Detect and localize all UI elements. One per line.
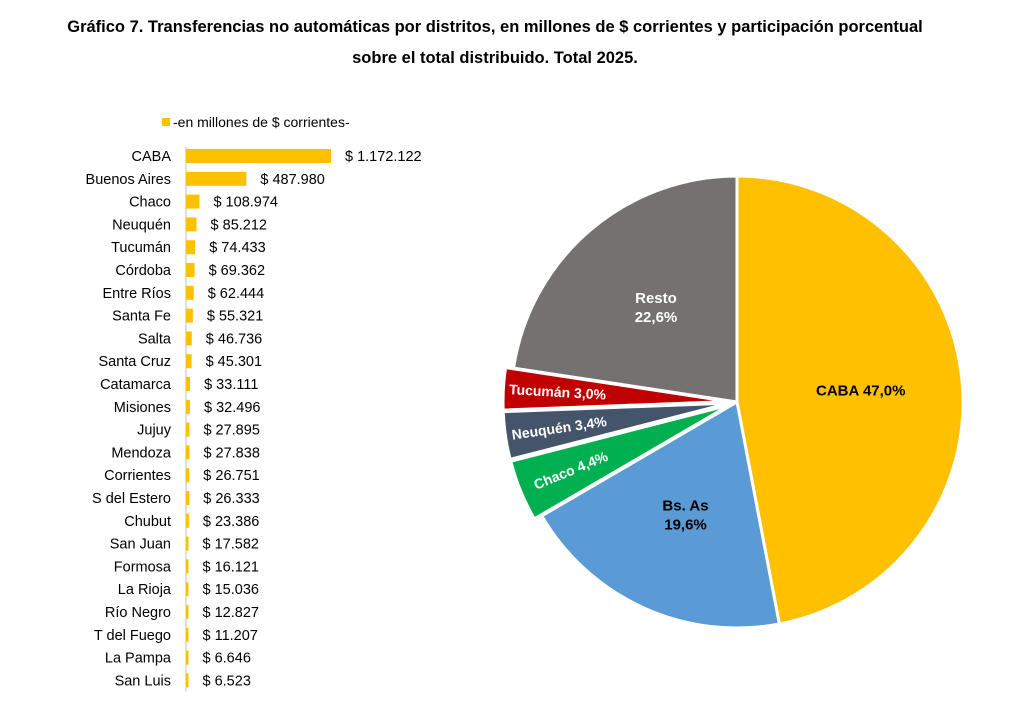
bar-value-label: $ 85.212 bbox=[211, 217, 267, 233]
bar-category-label: Mendoza bbox=[111, 445, 172, 461]
bar bbox=[186, 422, 190, 437]
bar bbox=[186, 605, 189, 619]
bar bbox=[186, 650, 189, 665]
bar-value-label: $ 487.980 bbox=[260, 172, 325, 188]
bar-category-label: CABA bbox=[132, 149, 172, 165]
bar-value-label: $ 12.827 bbox=[203, 605, 259, 621]
pie-label-text: CABA 47,0% bbox=[816, 382, 905, 399]
bar-value-label: $ 69.362 bbox=[209, 263, 265, 279]
bar-category-label: Tucumán bbox=[111, 240, 171, 256]
bar-value-label: $ 16.121 bbox=[203, 559, 259, 575]
bar bbox=[186, 673, 189, 688]
bar bbox=[186, 559, 189, 574]
bar-value-label: $ 62.444 bbox=[208, 286, 264, 302]
bar-value-label: $ 6.646 bbox=[203, 651, 251, 667]
pie-slice-label: Bs. As 19,6% bbox=[662, 498, 708, 534]
bar-value-label: $ 17.582 bbox=[203, 537, 259, 553]
bar-value-label: $ 26.751 bbox=[203, 468, 259, 484]
bar-category-label: T del Fuego bbox=[94, 628, 171, 644]
bar-value-label: $ 55.321 bbox=[207, 309, 263, 325]
pie-slice bbox=[512, 174, 739, 404]
bar-category-label: La Pampa bbox=[105, 651, 172, 667]
bar bbox=[186, 171, 247, 186]
bar-category-label: Catamarca bbox=[100, 377, 172, 393]
bar bbox=[186, 513, 189, 528]
bar bbox=[186, 536, 189, 551]
bar bbox=[186, 377, 191, 391]
pie-slice bbox=[735, 174, 965, 626]
bar-value-label: $ 108.974 bbox=[213, 195, 278, 211]
bar-category-label: Santa Cruz bbox=[98, 354, 171, 370]
pie-label-text: 22,6% bbox=[635, 309, 678, 326]
chart-title: Gráfico 7. Transferencias no automáticas… bbox=[0, 12, 990, 74]
bar bbox=[186, 331, 192, 346]
bar-category-label: Chaco bbox=[129, 195, 171, 211]
bar-value-label: $ 46.736 bbox=[206, 331, 262, 347]
bar-value-label: $ 23.386 bbox=[203, 514, 259, 530]
bar-category-label: Río Negro bbox=[105, 605, 171, 621]
bar bbox=[186, 399, 191, 414]
pie-slice-label: Tucumán 3,0% bbox=[509, 381, 607, 402]
bar-category-label: Formosa bbox=[114, 559, 172, 575]
bar bbox=[186, 240, 196, 255]
pie-slice-label: CABA 47,0% bbox=[816, 382, 905, 399]
pie-label-text: Resto bbox=[635, 290, 677, 307]
bar-category-label: Buenos Aires bbox=[86, 172, 171, 188]
bar-value-label: $ 26.333 bbox=[203, 491, 259, 507]
pie-label-text: Tucumán 3,0% bbox=[509, 381, 607, 402]
bar bbox=[186, 354, 192, 369]
pie-slice-label: Resto 22,6% bbox=[635, 290, 678, 326]
bar-value-label: $ 45.301 bbox=[206, 354, 262, 370]
bar bbox=[186, 149, 331, 163]
bar bbox=[186, 627, 189, 642]
pie-slice bbox=[509, 403, 732, 521]
bar-value-label: $ 27.838 bbox=[203, 445, 259, 461]
bar-value-label: $ 33.111 bbox=[204, 377, 258, 393]
bar-category-label: San Luis bbox=[115, 673, 171, 689]
bar-category-label: Misiones bbox=[114, 400, 171, 416]
pie-slice bbox=[540, 400, 781, 630]
bar-category-label: Neuquén bbox=[112, 217, 171, 233]
bar-category-label: Salta bbox=[138, 331, 172, 347]
bar bbox=[186, 468, 190, 483]
bar bbox=[186, 285, 194, 300]
pie-slice bbox=[501, 366, 731, 412]
bar bbox=[186, 263, 195, 277]
legend-swatch bbox=[162, 118, 170, 126]
bar-value-label: $ 11.207 bbox=[203, 628, 258, 644]
bar-value-label: $ 27.895 bbox=[203, 423, 259, 439]
legend-label: -en millones de $ corrientes- bbox=[173, 114, 350, 130]
bar-value-label: $ 1.172.122 bbox=[345, 149, 422, 165]
bar-category-label: San Juan bbox=[110, 537, 171, 553]
bar-category-label: S del Estero bbox=[92, 491, 171, 507]
bar-value-label: $ 32.496 bbox=[204, 400, 260, 416]
bar-chart: -en millones de $ corrientes- CABA $ 1.172… bbox=[86, 114, 422, 692]
pie-label-text: 19,6% bbox=[664, 517, 707, 534]
bar-category-label: La Rioja bbox=[118, 582, 172, 598]
bar bbox=[186, 308, 193, 323]
bar-value-label: $ 6.523 bbox=[203, 673, 251, 689]
chart-title-line-2: sobre el total distribuido. Total 2025. bbox=[352, 49, 638, 67]
bar-category-label: Santa Fe bbox=[112, 309, 171, 325]
bar bbox=[186, 217, 197, 232]
bar-category-label: Entre Ríos bbox=[103, 286, 172, 302]
bar bbox=[186, 194, 200, 209]
bar bbox=[186, 582, 189, 597]
pie-label-text: Bs. As bbox=[662, 498, 708, 515]
bar bbox=[186, 491, 190, 505]
bar-category-label: Chubut bbox=[124, 514, 171, 530]
bar-category-label: Jujuy bbox=[137, 423, 172, 439]
chart-title-line-1: Gráfico 7. Transferencias no automáticas… bbox=[67, 18, 923, 36]
bar-category-label: Corrientes bbox=[104, 468, 171, 484]
bar-value-label: $ 15.036 bbox=[203, 582, 259, 598]
bar-value-label: $ 74.433 bbox=[209, 240, 265, 256]
bar-category-label: Córdoba bbox=[115, 263, 172, 279]
bar bbox=[186, 445, 190, 460]
pie-slice bbox=[501, 401, 731, 461]
